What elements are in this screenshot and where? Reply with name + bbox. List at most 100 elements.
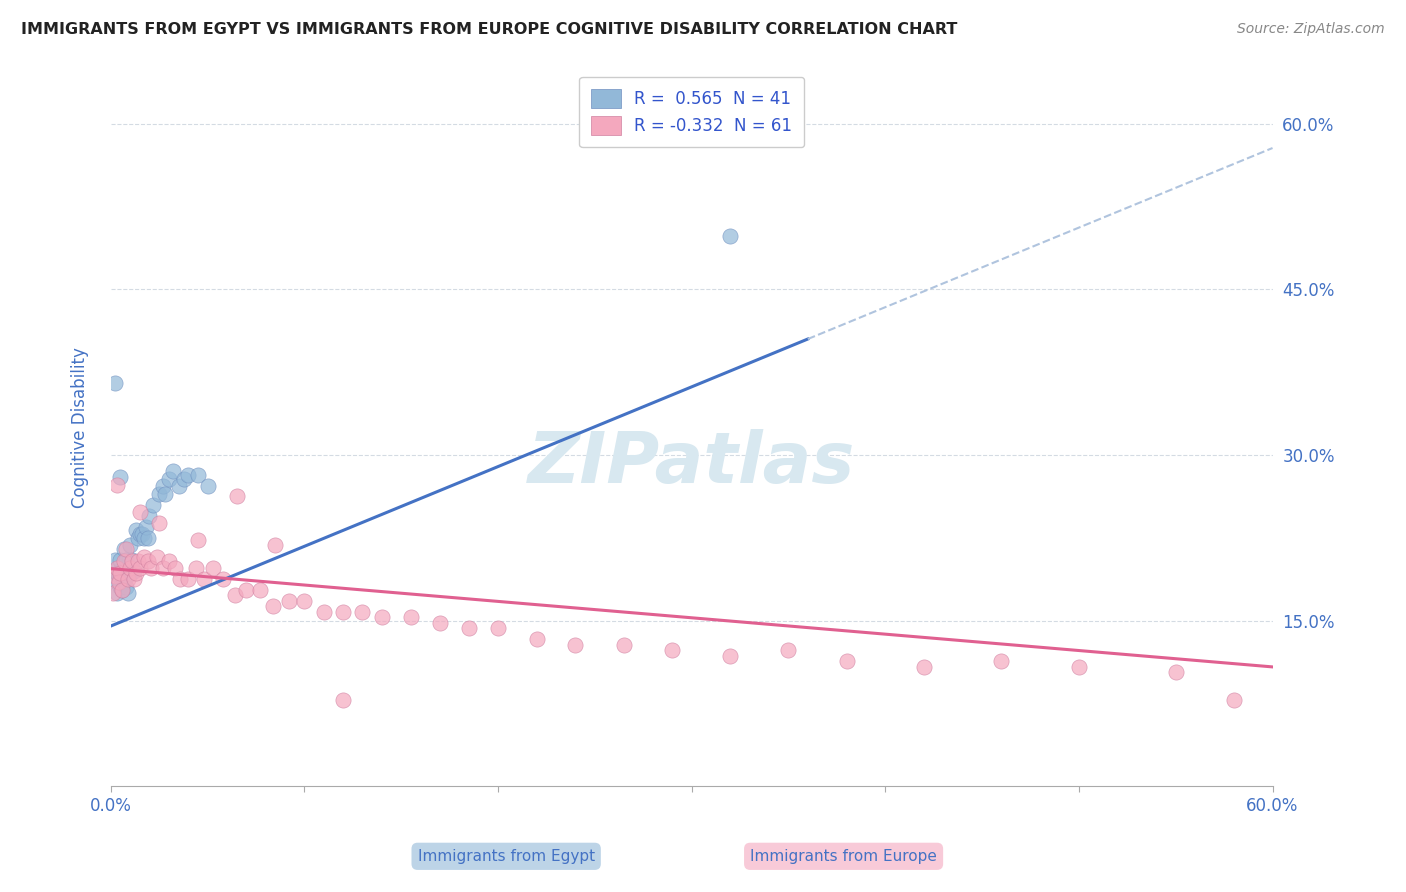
Point bbox=[104, 569, 127, 583]
Point bbox=[132, 531, 155, 545]
Point bbox=[152, 560, 174, 574]
Point bbox=[105, 574, 128, 589]
Point bbox=[138, 508, 160, 523]
Point bbox=[1223, 693, 1246, 707]
Point bbox=[101, 564, 124, 578]
Point bbox=[212, 572, 235, 586]
Point bbox=[128, 560, 150, 574]
Point bbox=[778, 643, 800, 657]
Point bbox=[193, 572, 215, 586]
Point bbox=[148, 486, 170, 500]
Point bbox=[152, 479, 174, 493]
Point bbox=[718, 648, 741, 663]
Point bbox=[224, 588, 246, 602]
Point bbox=[136, 554, 159, 568]
Text: Source: ZipAtlas.com: Source: ZipAtlas.com bbox=[1237, 22, 1385, 37]
Point bbox=[177, 572, 200, 586]
Point bbox=[122, 572, 145, 586]
Point bbox=[157, 554, 180, 568]
Point bbox=[107, 574, 129, 589]
Point bbox=[235, 582, 257, 597]
Point bbox=[157, 472, 180, 486]
Point bbox=[125, 523, 148, 537]
Point bbox=[990, 654, 1012, 668]
Point bbox=[107, 569, 129, 583]
Point bbox=[112, 554, 135, 568]
Point bbox=[104, 553, 127, 567]
Point bbox=[141, 560, 163, 574]
Point bbox=[177, 467, 200, 482]
Point bbox=[1067, 660, 1090, 674]
Point bbox=[121, 554, 143, 568]
Point bbox=[111, 582, 134, 597]
Point bbox=[292, 593, 315, 607]
Point bbox=[1164, 665, 1187, 680]
Point bbox=[122, 564, 145, 578]
Point bbox=[162, 465, 184, 479]
Point bbox=[110, 470, 132, 484]
Point bbox=[312, 605, 335, 619]
Point bbox=[486, 621, 509, 635]
Point bbox=[110, 564, 132, 578]
Point bbox=[110, 553, 132, 567]
Point bbox=[167, 479, 190, 493]
Point bbox=[111, 582, 134, 597]
Point bbox=[661, 643, 683, 657]
Point bbox=[120, 539, 142, 553]
Point bbox=[332, 693, 354, 707]
Point bbox=[429, 615, 451, 630]
Point bbox=[105, 477, 128, 491]
Point bbox=[111, 569, 134, 583]
Point bbox=[127, 531, 149, 545]
Point bbox=[128, 527, 150, 541]
Point bbox=[352, 605, 374, 619]
Point bbox=[112, 541, 135, 556]
Point bbox=[135, 519, 157, 533]
Point bbox=[101, 586, 124, 600]
Point bbox=[105, 586, 128, 600]
Point bbox=[613, 638, 636, 652]
Point bbox=[371, 610, 394, 624]
Point bbox=[115, 553, 138, 567]
Point bbox=[526, 632, 548, 647]
Point bbox=[142, 498, 165, 512]
Point bbox=[169, 572, 191, 586]
Point bbox=[120, 560, 142, 574]
Point bbox=[264, 539, 287, 553]
Point bbox=[120, 567, 142, 582]
Point bbox=[112, 574, 135, 589]
Point bbox=[564, 638, 586, 652]
Point bbox=[835, 654, 858, 668]
Point bbox=[187, 467, 209, 482]
Text: Immigrants from Europe: Immigrants from Europe bbox=[751, 849, 936, 863]
Point bbox=[132, 549, 155, 564]
Point bbox=[110, 581, 132, 595]
Point bbox=[136, 531, 159, 545]
Point bbox=[197, 479, 219, 493]
Point bbox=[249, 582, 271, 597]
Text: Immigrants from Egypt: Immigrants from Egypt bbox=[418, 849, 595, 863]
Text: ZIPatlas: ZIPatlas bbox=[529, 429, 855, 498]
Point bbox=[110, 566, 132, 580]
Point bbox=[131, 527, 153, 541]
Point bbox=[184, 560, 207, 574]
Point bbox=[458, 621, 481, 635]
Text: IMMIGRANTS FROM EGYPT VS IMMIGRANTS FROM EUROPE COGNITIVE DISABILITY CORRELATION: IMMIGRANTS FROM EGYPT VS IMMIGRANTS FROM… bbox=[21, 22, 957, 37]
Point bbox=[225, 489, 247, 503]
Point bbox=[163, 560, 186, 574]
Point bbox=[117, 572, 139, 586]
Point bbox=[153, 486, 176, 500]
Point bbox=[105, 560, 128, 574]
Point bbox=[125, 566, 148, 580]
Point bbox=[146, 549, 169, 564]
Point bbox=[148, 516, 170, 531]
Legend: R =  0.565  N = 41, R = -0.332  N = 61: R = 0.565 N = 41, R = -0.332 N = 61 bbox=[579, 77, 804, 147]
Point bbox=[115, 581, 138, 595]
Point bbox=[262, 599, 284, 614]
Point bbox=[912, 660, 935, 674]
Point bbox=[117, 586, 139, 600]
Point bbox=[202, 560, 225, 574]
Point bbox=[173, 472, 195, 486]
Point bbox=[127, 554, 149, 568]
Point bbox=[128, 505, 150, 519]
